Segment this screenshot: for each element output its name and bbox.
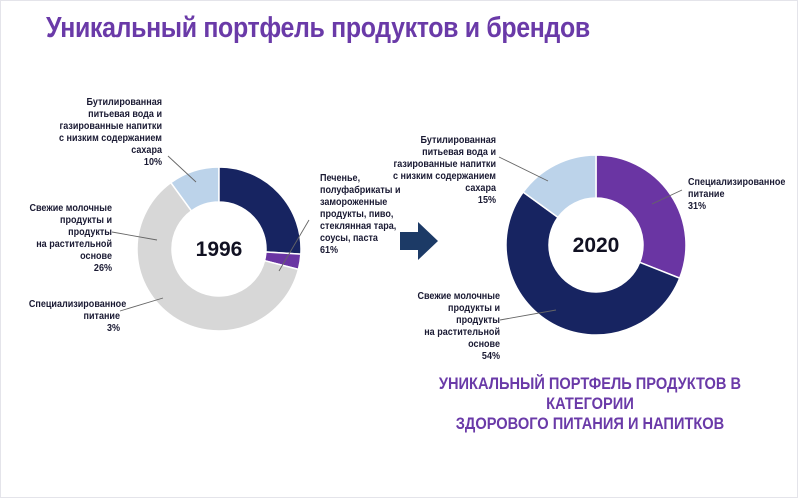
leader-line-special-1996	[119, 297, 164, 312]
donut-chart-2020	[505, 154, 687, 336]
chart-title-1996: 1996	[196, 238, 243, 261]
arrow-right-icon	[400, 222, 438, 260]
pct-special-2020: 31%	[688, 200, 707, 212]
label-dairy-1996: Свежие молочные продукты и продукты на р…	[29, 202, 113, 274]
pct-other-1996: 61%	[320, 244, 339, 256]
chart-title-2020: 2020	[573, 234, 620, 257]
pct-water-2020: 15%	[477, 194, 496, 206]
slice-dairy-2020	[505, 191, 681, 336]
leader-line-special-2020	[651, 189, 683, 205]
leader-line-water-2020	[498, 156, 549, 182]
leader-line-dairy-2020	[499, 309, 557, 321]
leader-lines-1996	[111, 155, 310, 312]
label-special-2020: Специализированное питание 31%	[688, 176, 786, 212]
slice-water-2020	[522, 154, 597, 219]
donut-chart-1996	[136, 166, 302, 332]
leader-lines-2020	[498, 156, 683, 321]
label-water-2020: Бутилированная питьевая вода и газирован…	[389, 134, 496, 206]
label-other-1996: Печенье, полуфабрикаты и замороженные пр…	[320, 172, 406, 256]
page-title: Уникальный портфель продуктов и брендов	[46, 12, 590, 44]
slice-special-2020	[595, 154, 687, 280]
label-water-1996: Бутилированная питьевая вода и газирован…	[48, 96, 162, 168]
label-special-1996: Специализированное питание 3%	[28, 298, 127, 334]
slice-other-1996	[136, 181, 300, 332]
leader-line-other-1996	[278, 219, 310, 272]
pct-special-1996: 3%	[106, 322, 120, 334]
slide-caption: УНИКАЛЬНЫЙ ПОРТФЕЛЬ ПРОДУКТОВ В КАТЕГОРИ…	[438, 374, 742, 433]
pct-dairy-1996: 26%	[93, 262, 112, 274]
pct-water-1996: 10%	[143, 156, 162, 168]
label-dairy-2020: Свежие молочные продукты и продукты на р…	[407, 290, 500, 362]
leader-line-dairy-1996	[111, 231, 158, 241]
leader-line-water-1996	[167, 155, 197, 183]
pct-dairy-2020: 54%	[481, 350, 500, 362]
